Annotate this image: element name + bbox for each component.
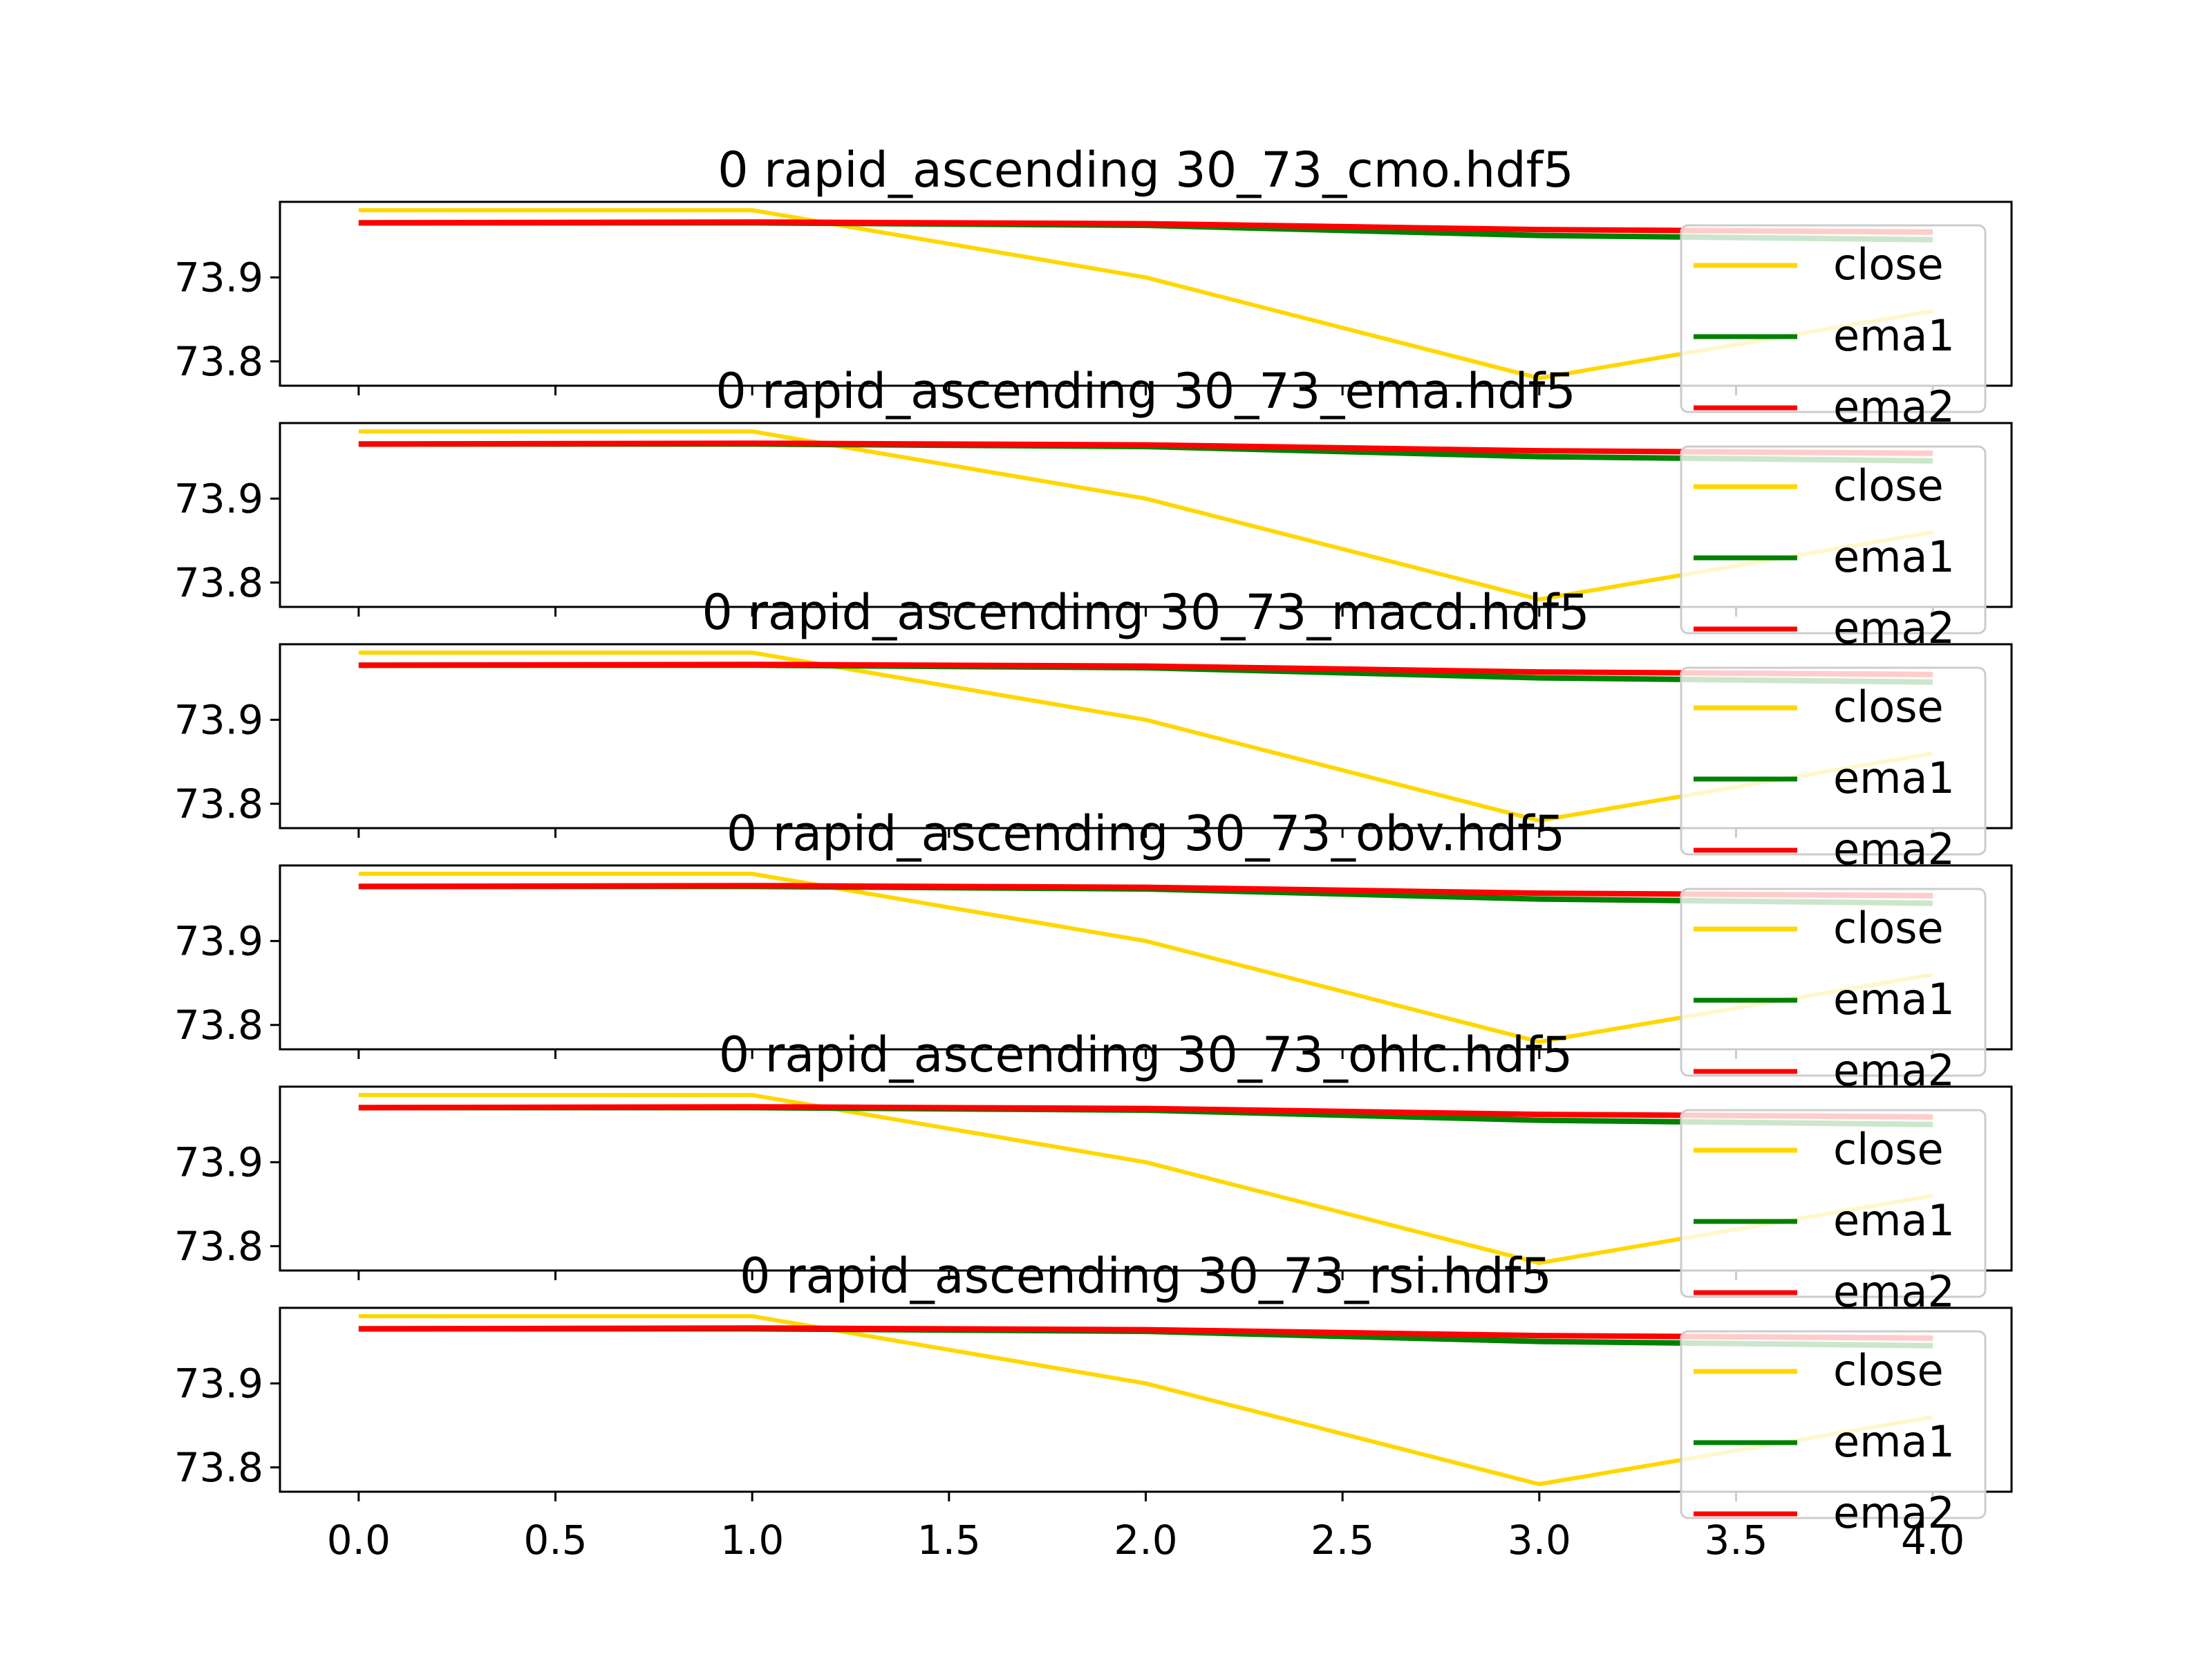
legend-label-close: close xyxy=(1833,903,1944,953)
subplot-6: 73.873.90.0 0.5 1.0 1.5 2.0 2.5 3.0 3.5 4.0close… xyxy=(174,1306,2013,1564)
y-tick-label: 73.8 xyxy=(174,1444,263,1491)
y-tick-label: 73.8 xyxy=(174,1002,263,1049)
series-line-close xyxy=(358,429,1933,602)
x-tick-label: 0.0 xyxy=(327,1517,391,1564)
x-tick-label: 3.5 xyxy=(1704,1517,1768,1564)
y-tick-label: 73.9 xyxy=(174,1138,263,1185)
series-line-close xyxy=(358,872,1933,1044)
series-line-close xyxy=(358,208,1933,381)
legend-label-close: close xyxy=(1833,682,1944,732)
series-line-ema2 xyxy=(358,440,1933,456)
series-line-ema2 xyxy=(358,1325,1933,1341)
y-tick-label: 73.9 xyxy=(174,917,263,964)
y-tick-label: 73.8 xyxy=(174,780,263,827)
y-tick-label: 73.8 xyxy=(174,338,263,385)
legend-box xyxy=(1680,1109,1987,1298)
y-tick-label: 73.8 xyxy=(174,559,263,606)
series-line-ema2 xyxy=(358,662,1933,677)
legend-label-ema1: ema1 xyxy=(1833,1416,1955,1467)
legend-label-ema1: ema1 xyxy=(1833,532,1955,582)
x-tick-label: 2.5 xyxy=(1311,1517,1374,1564)
subplot-title-4: 0 rapid_ascending 30_73_obv.hdf5 xyxy=(727,805,1566,862)
x-tick-label: 0.5 xyxy=(523,1517,587,1564)
x-tick-label: 1.5 xyxy=(917,1517,981,1564)
subplot-title-1: 0 rapid_ascending 30_73_cmo.hdf5 xyxy=(718,142,1574,198)
x-tick-label: 3.0 xyxy=(1508,1517,1571,1564)
y-tick-label: 73.9 xyxy=(174,475,263,522)
series-line-ema2 xyxy=(358,883,1933,899)
series-line-ema2 xyxy=(358,1104,1933,1120)
legend-label-ema1: ema1 xyxy=(1833,753,1955,803)
series-line-close xyxy=(358,1314,1933,1487)
x-tick-label: 2.0 xyxy=(1114,1517,1177,1564)
legend-label-ema1: ema1 xyxy=(1833,1195,1955,1246)
y-tick-label: 73.9 xyxy=(174,254,263,301)
series-line-close xyxy=(358,1093,1933,1266)
legend-label-ema2: ema2 xyxy=(1833,1488,1955,1538)
subplot-title-6: 0 rapid_ascending 30_73_rsi.hdf5 xyxy=(740,1248,1552,1304)
legend-label-ema1: ema1 xyxy=(1833,310,1955,361)
legend-box xyxy=(1680,888,1987,1077)
series-line-close xyxy=(358,650,1933,823)
legend: close ema1 ema2 xyxy=(1680,1330,1987,1538)
series-line-ema2 xyxy=(358,219,1933,235)
legend-label-close: close xyxy=(1833,1345,1944,1396)
legend-label-ema1: ema1 xyxy=(1833,974,1955,1024)
y-tick-label: 73.9 xyxy=(174,696,263,743)
subplots: 73.8 73.9 close ema1 ema2 73.8 73.9 close ema1 em… xyxy=(174,142,2013,1564)
subplot-title-5: 0 rapid_ascending 30_73_ohlc.hdf5 xyxy=(719,1027,1573,1083)
x-tick-label: 1.0 xyxy=(720,1517,784,1564)
subplot-title-3: 0 rapid_ascending 30_73_macd.hdf5 xyxy=(702,584,1589,641)
legend-label-close: close xyxy=(1833,239,1944,290)
legend-box xyxy=(1680,1330,1987,1519)
legend-label-close: close xyxy=(1833,1124,1944,1174)
legend-box xyxy=(1680,224,1987,413)
x-tick-label: 4.0 xyxy=(1901,1517,1965,1564)
y-tick-label: 73.8 xyxy=(174,1223,263,1270)
legend-box xyxy=(1680,666,1987,856)
legend-label-close: close xyxy=(1833,460,1944,511)
subplot-title-2: 0 rapid_ascending 30_73_ema.hdf5 xyxy=(715,363,1576,420)
y-tick-label: 73.9 xyxy=(174,1360,263,1407)
legend-box xyxy=(1680,445,1987,635)
